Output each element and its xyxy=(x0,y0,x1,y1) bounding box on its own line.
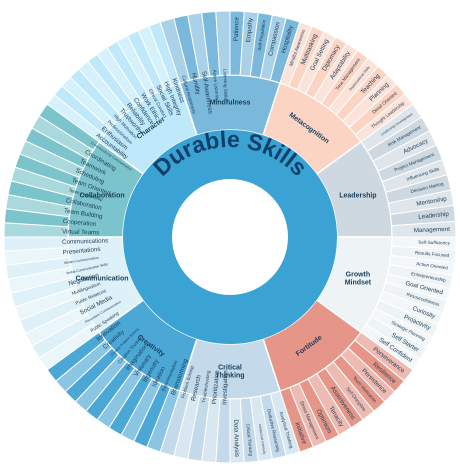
skill-label: Action Oriented xyxy=(416,261,448,271)
category-label-critical-thinking: Critical Thinking xyxy=(215,364,244,379)
category-label-communication: Communication xyxy=(76,275,129,282)
skill-label: Communications xyxy=(62,237,108,245)
skill-label: Humility xyxy=(190,72,202,96)
category-label-growth-mindset: Growth Mindset xyxy=(345,271,372,286)
skill-label: Self-Sufficiency xyxy=(418,240,450,246)
skill-label: Written Communication xyxy=(64,256,99,265)
category-label-leadership: Leadership xyxy=(339,192,376,199)
skill-label: Troubleshooting xyxy=(201,370,211,404)
skill-label: Self-Regulation xyxy=(257,19,267,51)
category-label-mindfulness: Mindfulness xyxy=(210,99,251,106)
skill-label: Leadership xyxy=(418,211,450,221)
skill-label: Cooperation xyxy=(62,218,97,228)
skill-label: Results Focused xyxy=(415,250,450,258)
skill-label: Prioritization xyxy=(211,369,221,404)
skill-label: Presentations xyxy=(62,246,100,257)
category-label-collaboration: Collaboration xyxy=(80,192,125,199)
skill-label: Active Listening xyxy=(212,69,220,102)
skill-label: Investigation xyxy=(221,370,229,406)
skill-label: Data Analysis xyxy=(232,419,240,457)
skill-label: Patience xyxy=(233,16,241,41)
skill-label: Management xyxy=(414,226,451,234)
skill-segment xyxy=(38,103,100,151)
skill-label: Empathy xyxy=(245,17,254,43)
core-hole xyxy=(172,179,288,295)
skill-label: Entrepreneurship xyxy=(411,271,447,283)
skill-label: Listening Skills xyxy=(223,69,229,100)
skill-label: Critical Thinking xyxy=(245,423,253,456)
skill-label: Virtual Teams xyxy=(62,228,99,236)
wheel-rings: CharacterAccountabilityEnthusiasmProfess… xyxy=(3,10,457,464)
skill-label: Intellectual Curiosity xyxy=(258,424,267,455)
